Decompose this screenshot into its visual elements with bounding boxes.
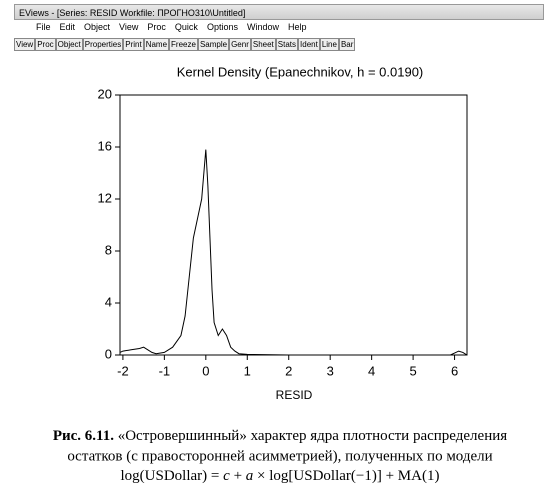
menu-item[interactable]: Window bbox=[246, 22, 279, 32]
menu-item[interactable]: View bbox=[119, 22, 139, 32]
toolbar-button[interactable]: Line bbox=[319, 38, 339, 51]
toolbar-button[interactable]: Proc bbox=[35, 38, 56, 51]
caption-line: Рис. 6.11. «Островершинный» характер ядр… bbox=[53, 428, 507, 444]
toolbar: View Proc Object Properties Print Name Freeze S… bbox=[14, 38, 544, 51]
x-tick-label: 3 bbox=[327, 363, 334, 378]
x-tick-label: 1 bbox=[244, 363, 251, 378]
toolbar-button[interactable]: Print bbox=[123, 38, 144, 51]
x-tick-label: 6 bbox=[451, 363, 458, 378]
toolbar-button[interactable]: Sheet bbox=[250, 38, 276, 51]
menu-item[interactable]: Help bbox=[287, 22, 307, 32]
y-tick-label: 0 bbox=[105, 346, 112, 361]
density-line bbox=[119, 149, 468, 356]
x-tick-label: 4 bbox=[368, 363, 375, 378]
menu-item[interactable]: Quick bbox=[174, 22, 198, 32]
toolbar-button[interactable]: Genr bbox=[229, 38, 251, 51]
chart: Kernel Density (Epanechnikov, h = 0.0190… bbox=[53, 64, 507, 484]
y-tick-label: 8 bbox=[105, 242, 112, 257]
toolbar-button[interactable]: Bar bbox=[338, 38, 356, 51]
toolbar-button[interactable]: Ident bbox=[298, 38, 320, 51]
toolbar-button[interactable]: Stats bbox=[275, 38, 299, 51]
toolbar-button[interactable]: Object bbox=[55, 38, 83, 51]
formula: log(USDollar) = bbox=[121, 468, 224, 484]
caption-line: остатков (с правосторонней асимметрией),… bbox=[67, 448, 492, 464]
caption-label: Рис. 6.11. bbox=[53, 428, 114, 444]
menu-bar: File Edit Object View Proc Quick Options Window… bbox=[14, 22, 544, 36]
y-tick-label: 12 bbox=[98, 190, 112, 205]
toolbar-button[interactable]: View bbox=[14, 38, 36, 51]
x-tick-label: 2 bbox=[285, 363, 292, 378]
formula: a bbox=[246, 468, 254, 484]
x-tick-label: 5 bbox=[409, 363, 416, 378]
x-axis-label: RESID bbox=[276, 388, 313, 402]
menu-item[interactable]: Proc bbox=[147, 22, 166, 32]
toolbar-button[interactable]: Sample bbox=[197, 38, 230, 51]
x-tick-label: -1 bbox=[159, 363, 171, 378]
formula: × log[USDollar(−1)] + MA(1) bbox=[253, 468, 439, 484]
toolbar-button[interactable]: Properties bbox=[82, 38, 124, 51]
x-tick-label: -2 bbox=[117, 363, 129, 378]
x-tick-label: 0 bbox=[202, 363, 209, 378]
chart-title: Kernel Density (Epanechnikov, h = 0.0190… bbox=[177, 64, 424, 79]
toolbar-button[interactable]: Name bbox=[143, 38, 170, 51]
menu-item[interactable]: Edit bbox=[59, 22, 76, 32]
formula: c bbox=[223, 468, 230, 484]
caption-line: log(USDollar) = c + a × log[USDollar(−1)… bbox=[121, 468, 440, 484]
formula: + bbox=[230, 468, 246, 484]
toolbar-button[interactable]: Freeze bbox=[169, 38, 198, 51]
y-tick-label: 4 bbox=[105, 294, 112, 309]
window-title: EViews - [Series: RESID Workfile: ПРОГНО… bbox=[14, 4, 544, 20]
caption-text: «Островершинный» характер ядра плотности… bbox=[114, 428, 507, 444]
menu-item[interactable]: Options bbox=[206, 22, 238, 32]
y-tick-label: 16 bbox=[98, 138, 112, 153]
menu-item[interactable]: File bbox=[36, 22, 51, 32]
y-tick-label: 20 bbox=[98, 86, 112, 101]
plot-frame bbox=[119, 94, 468, 356]
menu-item[interactable]: Object bbox=[84, 22, 111, 32]
